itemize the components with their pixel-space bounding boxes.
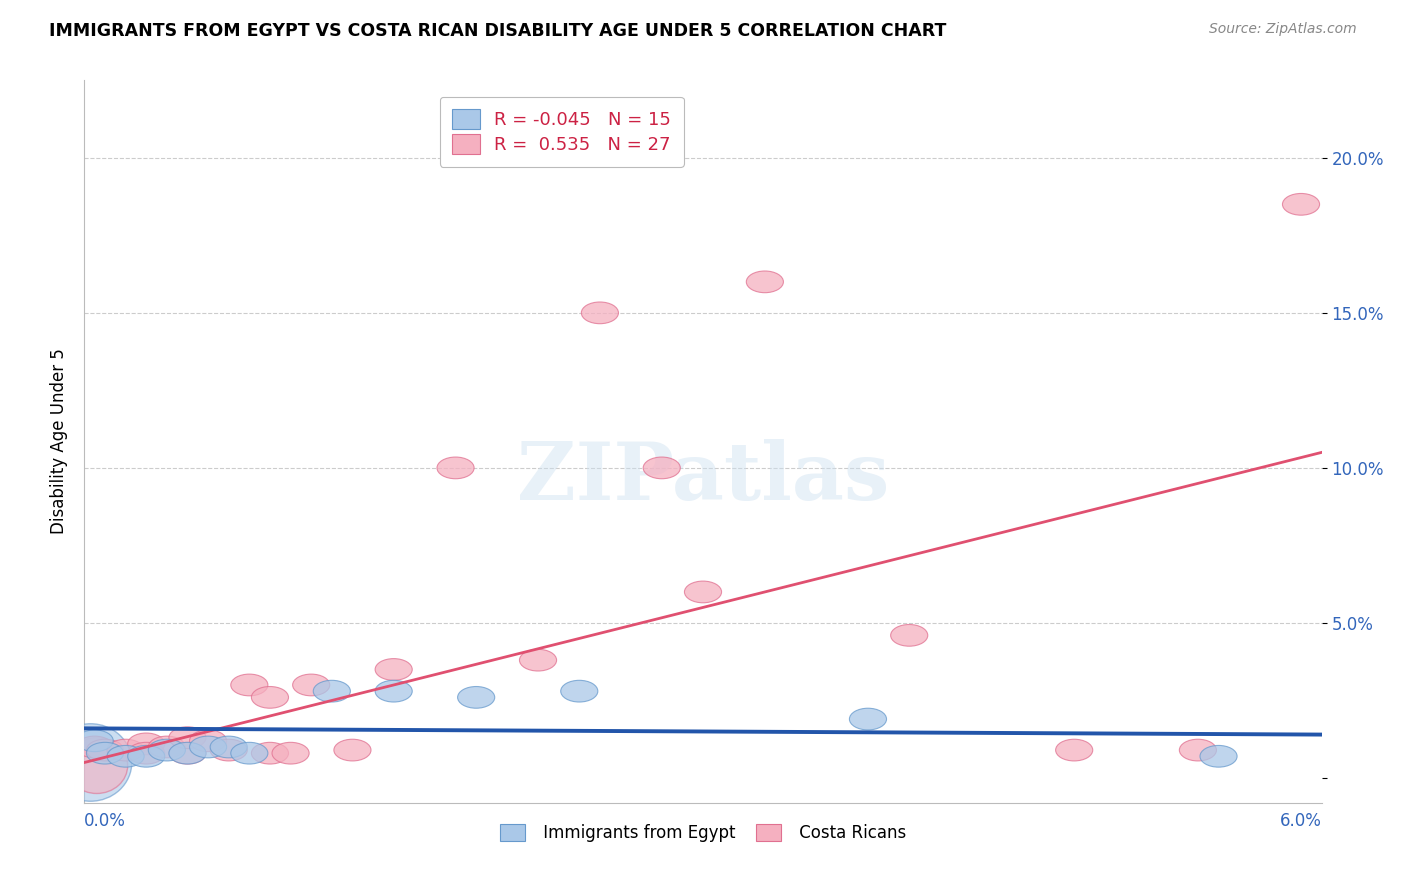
Ellipse shape bbox=[1180, 739, 1216, 761]
Ellipse shape bbox=[76, 736, 114, 758]
Ellipse shape bbox=[890, 624, 928, 646]
Ellipse shape bbox=[128, 742, 165, 764]
Ellipse shape bbox=[148, 739, 186, 761]
Ellipse shape bbox=[333, 739, 371, 761]
Ellipse shape bbox=[314, 681, 350, 702]
Ellipse shape bbox=[169, 742, 207, 764]
Ellipse shape bbox=[128, 746, 165, 767]
Ellipse shape bbox=[86, 739, 124, 761]
Text: IMMIGRANTS FROM EGYPT VS COSTA RICAN DISABILITY AGE UNDER 5 CORRELATION CHART: IMMIGRANTS FROM EGYPT VS COSTA RICAN DIS… bbox=[49, 22, 946, 40]
Text: Source: ZipAtlas.com: Source: ZipAtlas.com bbox=[1209, 22, 1357, 37]
Ellipse shape bbox=[49, 723, 132, 801]
Ellipse shape bbox=[231, 674, 269, 696]
Ellipse shape bbox=[581, 302, 619, 324]
Ellipse shape bbox=[561, 681, 598, 702]
Ellipse shape bbox=[457, 687, 495, 708]
Ellipse shape bbox=[190, 736, 226, 758]
Y-axis label: Disability Age Under 5: Disability Age Under 5 bbox=[49, 349, 67, 534]
Ellipse shape bbox=[292, 674, 330, 696]
Ellipse shape bbox=[107, 746, 145, 767]
Ellipse shape bbox=[1199, 746, 1237, 767]
Ellipse shape bbox=[190, 730, 226, 752]
Ellipse shape bbox=[76, 730, 114, 752]
Ellipse shape bbox=[271, 742, 309, 764]
Text: ZIPatlas: ZIPatlas bbox=[517, 439, 889, 516]
Ellipse shape bbox=[375, 658, 412, 681]
Legend:  Immigrants from Egypt,  Costa Ricans: Immigrants from Egypt, Costa Ricans bbox=[494, 817, 912, 848]
Ellipse shape bbox=[375, 681, 412, 702]
Ellipse shape bbox=[437, 457, 474, 479]
Ellipse shape bbox=[209, 736, 247, 758]
Ellipse shape bbox=[128, 733, 165, 755]
Ellipse shape bbox=[252, 687, 288, 708]
Ellipse shape bbox=[148, 736, 186, 758]
Ellipse shape bbox=[209, 739, 247, 761]
Ellipse shape bbox=[252, 742, 288, 764]
Ellipse shape bbox=[1056, 739, 1092, 761]
Text: 0.0%: 0.0% bbox=[84, 812, 127, 830]
Ellipse shape bbox=[66, 738, 128, 794]
Ellipse shape bbox=[519, 649, 557, 671]
Text: 6.0%: 6.0% bbox=[1279, 812, 1322, 830]
Ellipse shape bbox=[169, 727, 207, 748]
Ellipse shape bbox=[169, 742, 207, 764]
Ellipse shape bbox=[107, 739, 145, 761]
Ellipse shape bbox=[86, 742, 124, 764]
Ellipse shape bbox=[849, 708, 887, 730]
Ellipse shape bbox=[643, 457, 681, 479]
Ellipse shape bbox=[1282, 194, 1320, 215]
Ellipse shape bbox=[231, 742, 269, 764]
Ellipse shape bbox=[747, 271, 783, 293]
Ellipse shape bbox=[685, 581, 721, 603]
